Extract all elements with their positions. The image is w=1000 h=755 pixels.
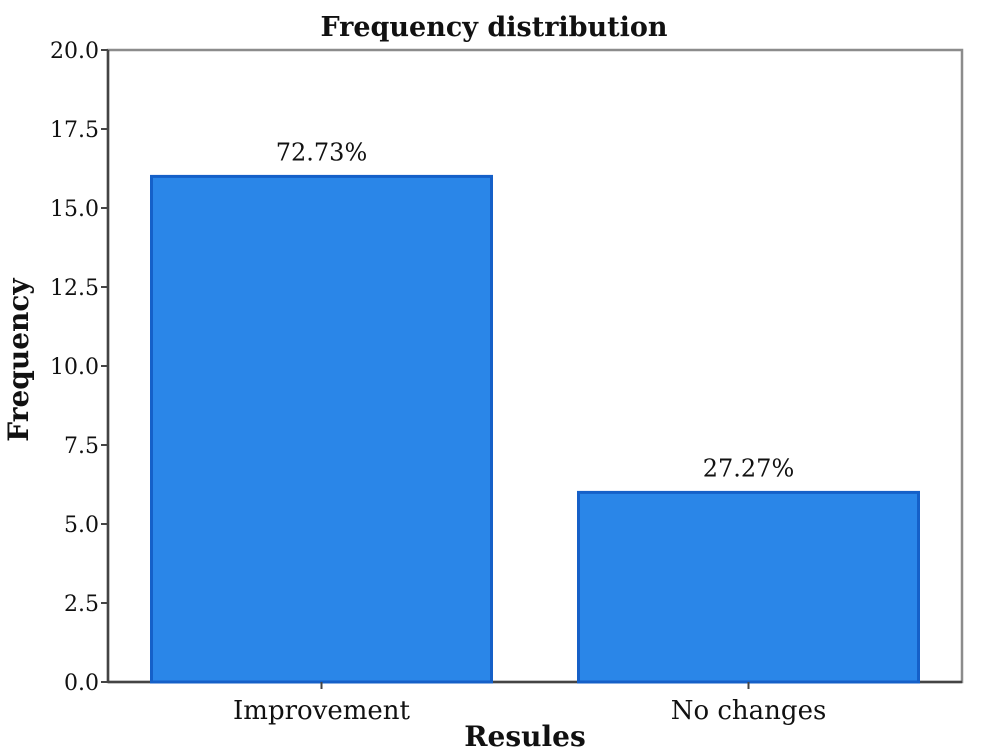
y-tick-label: 5.0 xyxy=(64,513,99,538)
x-axis-title: Resules xyxy=(464,720,585,753)
y-tick-label: 12.5 xyxy=(50,276,99,301)
y-tick-label: 2.5 xyxy=(64,592,99,617)
data-label: 27.27% xyxy=(703,454,795,482)
bar-no-changes xyxy=(577,490,920,684)
plot-area: 0.0 2.5 5.0 7.5 10.0 12.5 15.0 17.5 20.0 72.73% Im… xyxy=(50,39,964,726)
data-label: 72.73% xyxy=(276,138,368,166)
bar-improvement xyxy=(150,174,493,684)
y-tick-label: 15.0 xyxy=(50,197,99,222)
chart-title: Frequency distribution xyxy=(320,12,667,43)
y-tick-label: 7.5 xyxy=(64,434,99,459)
y-tick-label: 20.0 xyxy=(50,39,99,64)
y-tick-label: 0.0 xyxy=(64,671,99,696)
x-tick-label: Improvement xyxy=(233,696,411,726)
y-tick-label: 17.5 xyxy=(50,118,99,143)
y-axis-title: Frequency xyxy=(2,278,35,442)
x-tick-label: No changes xyxy=(671,696,827,726)
y-tick-label: 10.0 xyxy=(50,355,99,380)
